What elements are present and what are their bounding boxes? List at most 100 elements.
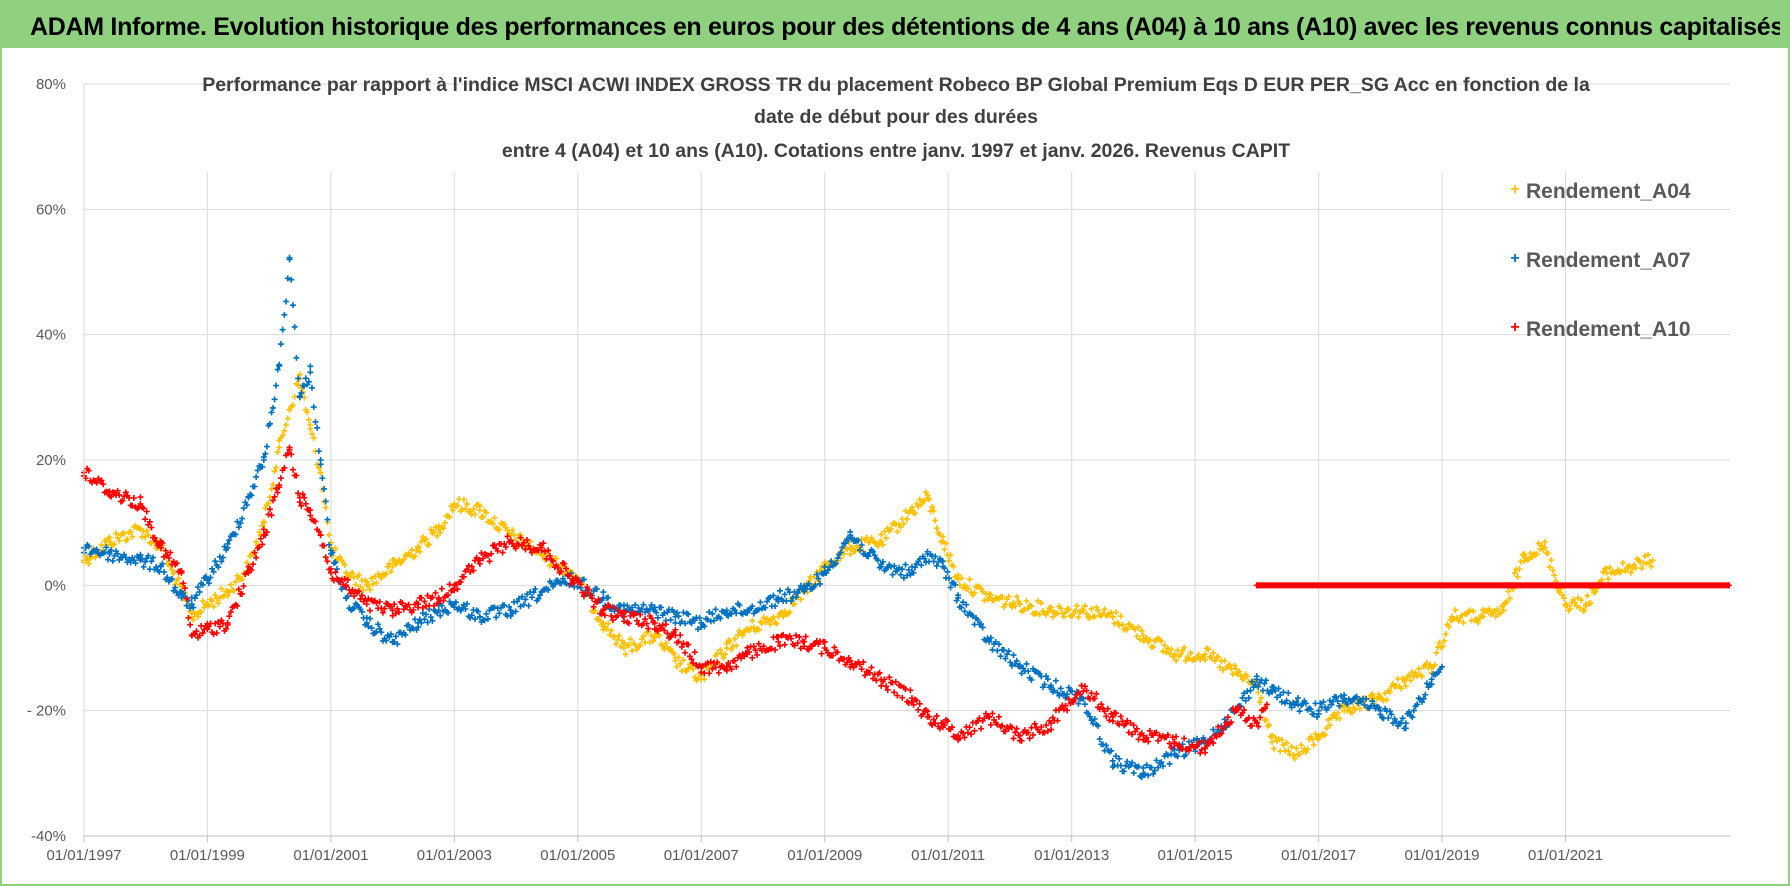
- data-point: [383, 637, 390, 644]
- data-point: [876, 669, 883, 676]
- x-tick-label: 01/01/2021: [1528, 847, 1603, 864]
- data-point: [1098, 701, 1105, 708]
- data-point: [1124, 626, 1131, 633]
- data-point: [1090, 720, 1097, 727]
- data-point: [994, 721, 1001, 728]
- data-point: [491, 604, 498, 611]
- data-point: [296, 494, 303, 501]
- data-point: [971, 589, 978, 596]
- data-point: [295, 490, 302, 497]
- data-point: [499, 549, 506, 556]
- data-point: [525, 542, 532, 549]
- data-point: [365, 623, 372, 630]
- data-point: [204, 601, 211, 608]
- data-point: [210, 603, 217, 610]
- chart-title: Performance par rapport à l'indice MSCI …: [202, 74, 1590, 162]
- data-point: [1494, 606, 1501, 613]
- data-point: [232, 578, 239, 585]
- data-point: [999, 594, 1006, 601]
- y-tick-label: - 20%: [27, 703, 66, 720]
- data-point: [491, 542, 498, 549]
- data-point: [1124, 758, 1131, 765]
- data-point: [1226, 661, 1233, 668]
- data-point: [196, 588, 203, 595]
- data-point: [672, 632, 679, 639]
- data-point: [995, 641, 1002, 648]
- data-point: [947, 552, 954, 559]
- data-point: [379, 609, 386, 616]
- data-point: [1272, 734, 1279, 741]
- data-point: [368, 625, 375, 632]
- data-point: [111, 552, 118, 559]
- data-point: [286, 406, 293, 413]
- data-point: [633, 617, 640, 624]
- data-point: [949, 724, 956, 731]
- x-tick-label: 01/01/2013: [1034, 847, 1109, 864]
- data-point: [114, 550, 121, 557]
- data-point: [517, 603, 524, 610]
- data-point: [188, 632, 195, 639]
- data-point: [501, 540, 508, 547]
- data-point: [673, 609, 680, 616]
- data-point: [1044, 728, 1051, 735]
- data-point: [250, 561, 257, 568]
- data-point: [958, 604, 965, 611]
- data-point: [884, 686, 891, 693]
- data-point: [1325, 716, 1332, 723]
- data-point: [298, 389, 305, 396]
- data-point: [763, 598, 770, 605]
- data-point: [319, 475, 326, 482]
- data-point: [844, 659, 851, 666]
- data-point: [286, 444, 293, 451]
- data-point: [1415, 665, 1422, 672]
- data-point: [868, 664, 875, 671]
- data-point: [271, 468, 278, 475]
- data-point: [256, 544, 263, 551]
- data-point: [966, 724, 973, 731]
- data-point: [1546, 563, 1553, 570]
- data-point: [968, 731, 975, 738]
- data-point: [1194, 735, 1200, 742]
- data-point: [609, 617, 616, 624]
- data-point: [430, 602, 437, 609]
- data-point: [472, 511, 479, 518]
- data-point: [942, 540, 949, 547]
- data-point: [821, 569, 828, 576]
- data-point: [273, 382, 280, 389]
- data-point: [747, 625, 754, 632]
- data-point: [212, 620, 219, 627]
- data-point: [324, 516, 331, 523]
- data-point: [701, 623, 708, 630]
- data-point: [762, 604, 769, 611]
- data-point: [271, 396, 278, 403]
- data-point: [528, 594, 535, 601]
- data-point: [195, 584, 202, 591]
- data-point: [770, 592, 777, 599]
- data-point: [1380, 697, 1387, 704]
- data-point: [1310, 741, 1317, 748]
- data-point: [971, 727, 978, 734]
- data-point: [1210, 649, 1217, 656]
- data-point: [1247, 687, 1254, 694]
- data-point: [1315, 732, 1322, 739]
- data-point: [438, 585, 445, 592]
- data-point: [180, 580, 187, 587]
- data-point: [767, 594, 774, 601]
- data-point: [1571, 599, 1578, 606]
- data-point: [324, 558, 331, 565]
- data-point: [874, 557, 881, 564]
- data-point: [445, 609, 452, 616]
- data-point: [680, 640, 687, 647]
- data-point: [744, 644, 751, 651]
- data-point: [1402, 683, 1409, 690]
- data-point: [309, 430, 316, 437]
- data-point: [1619, 559, 1626, 566]
- data-point: [1288, 704, 1295, 711]
- data-point: [672, 657, 679, 664]
- data-point: [912, 510, 919, 517]
- data-point: [1256, 699, 1263, 706]
- data-point: [1078, 695, 1085, 702]
- data-point: [1091, 715, 1098, 722]
- data-point: [327, 551, 334, 557]
- data-point: [871, 552, 878, 559]
